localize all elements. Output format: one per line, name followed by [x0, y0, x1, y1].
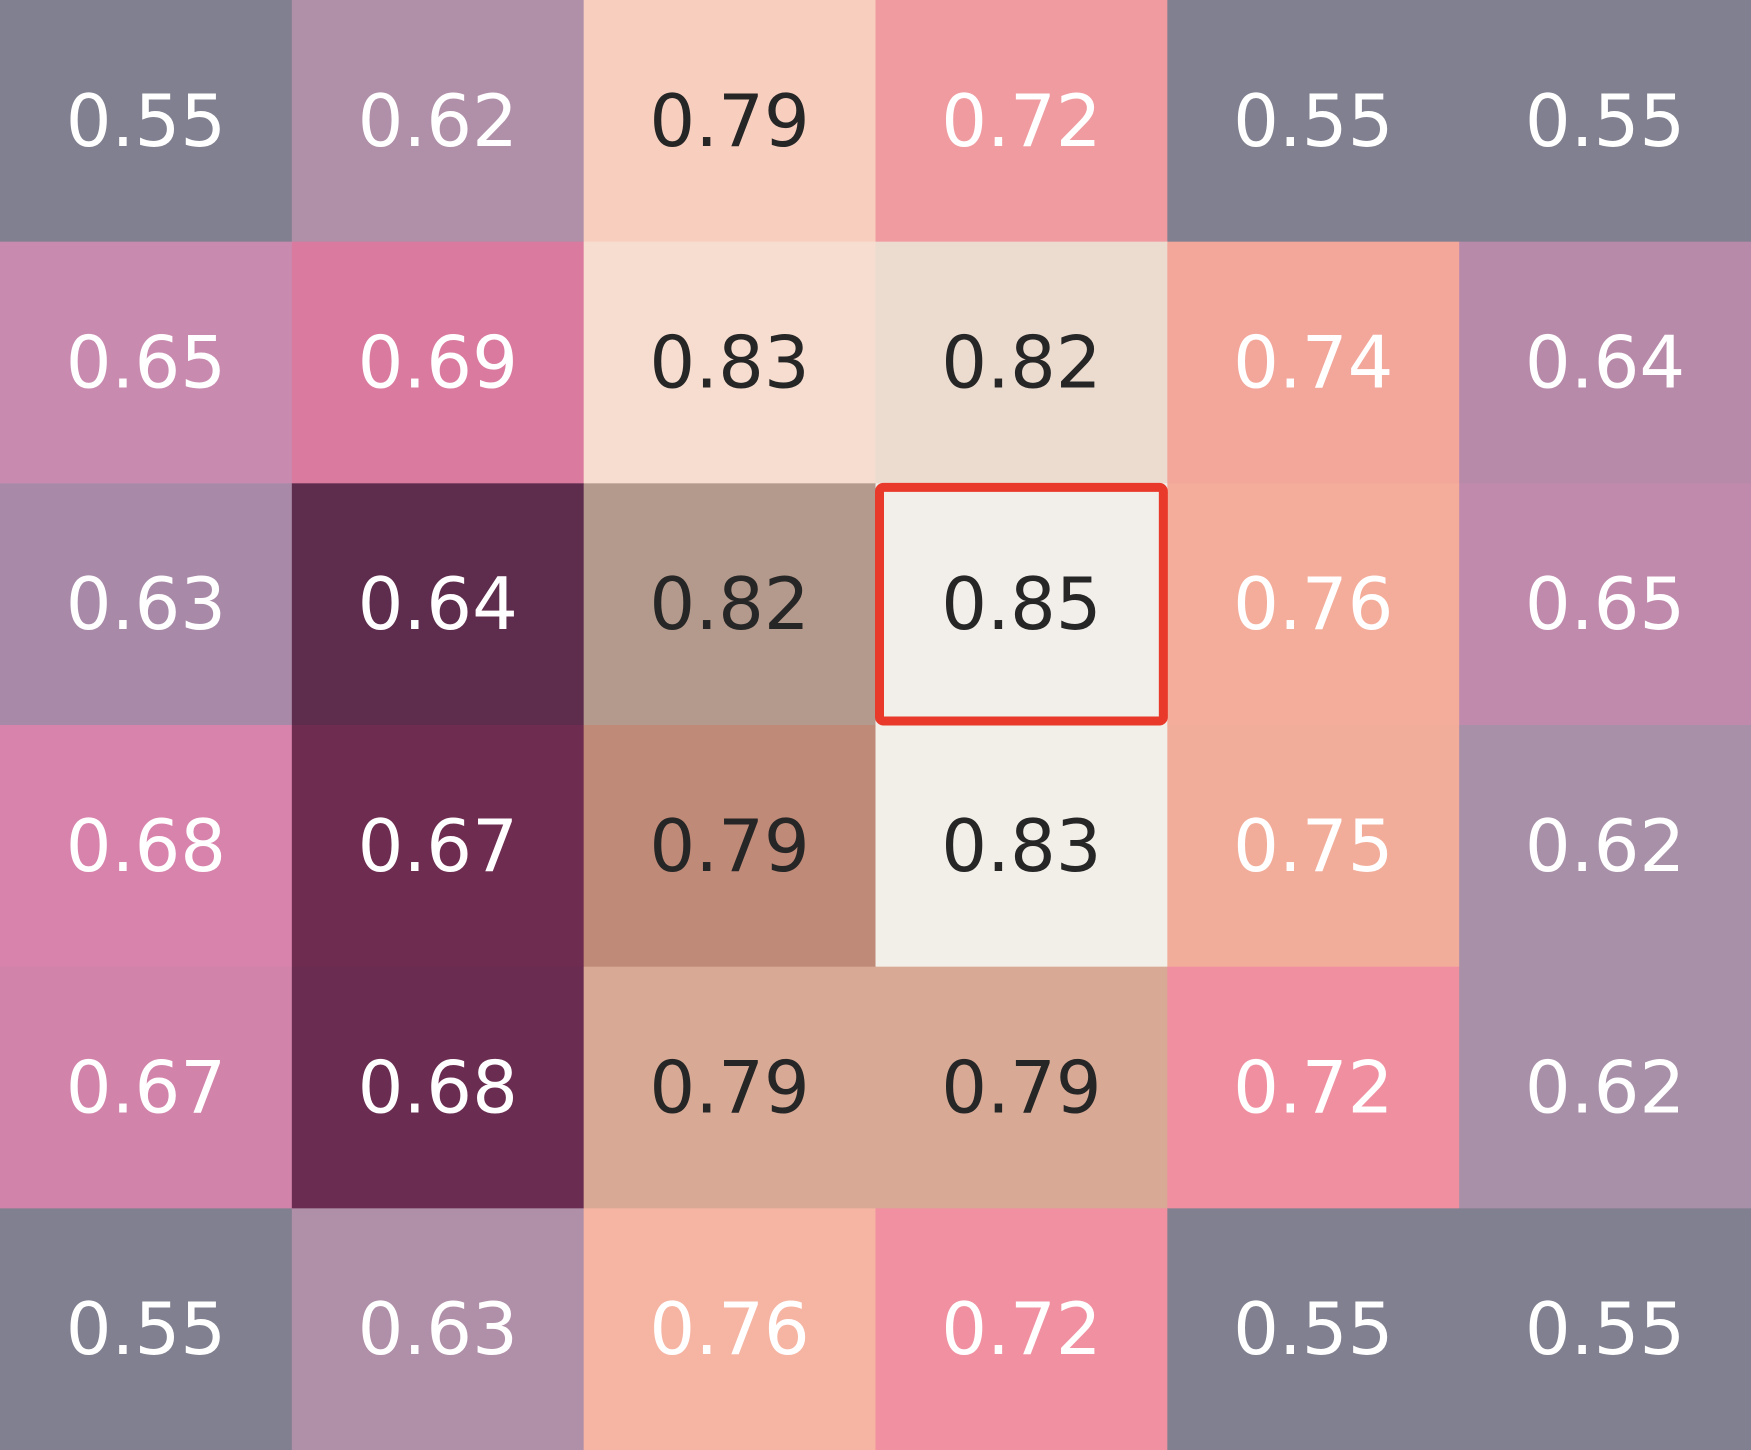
heatmap-cell-r1-c4	[1167, 241, 1460, 484]
heatmap-value-label-r2-c5: 0.65	[1525, 562, 1685, 646]
heatmap-cell-r1-c2	[583, 241, 876, 484]
heatmap-value-label-r4-c1: 0.68	[358, 1046, 518, 1130]
heatmap-cell-r5-c1	[291, 1208, 585, 1450]
heatmap-cell-r2-c2	[583, 483, 876, 726]
heatmap-cell-r0-c3	[875, 0, 1168, 243]
heatmap-cell-r4-c3	[875, 966, 1168, 1209]
heatmap-cell-r4-c5	[1459, 966, 1751, 1209]
heatmap-value-label-r1-c2: 0.83	[649, 321, 809, 405]
heatmap-value-label-r2-c3: 0.85	[941, 562, 1101, 646]
highlight-box	[875, 482, 1168, 726]
heatmap-value-label-r1-c4: 0.74	[1233, 321, 1393, 405]
heatmap-value-label-r0-c5: 0.55	[1525, 79, 1685, 163]
heatmap-value-label-r0-c0: 0.55	[66, 79, 226, 163]
heatmap-cell-r4-c4	[1167, 966, 1460, 1209]
heatmap-cell-r3-c5	[1459, 725, 1751, 968]
heatmap-value-label-r3-c1: 0.67	[358, 804, 518, 888]
heatmap-value-label-r4-c0: 0.67	[66, 1046, 226, 1130]
heatmap-cell-r2-c4	[1167, 483, 1460, 726]
heatmap-cell-r4-c1	[291, 966, 585, 1209]
heatmap-cell-r1-c1	[291, 241, 585, 484]
heatmap-cell-r1-c3	[875, 241, 1168, 484]
heatmap-value-label-r4-c3: 0.79	[941, 1046, 1101, 1130]
heatmap-value-label-r2-c4: 0.76	[1233, 562, 1393, 646]
heatmap-value-label-r0-c2: 0.79	[649, 79, 809, 163]
heatmap-value-label-r4-c4: 0.72	[1233, 1046, 1393, 1130]
heatmap-cell-r5-c4	[1167, 1208, 1460, 1450]
heatmap-value-label-r5-c2: 0.76	[649, 1287, 809, 1371]
heatmap-cell-r3-c3	[875, 725, 1168, 968]
heatmap-value-label-r1-c5: 0.64	[1525, 321, 1685, 405]
heatmap-cell-r4-c0	[0, 966, 293, 1209]
heatmap-value-label-r5-c4: 0.55	[1233, 1287, 1393, 1371]
heatmap-value-label-r5-c1: 0.63	[358, 1287, 518, 1371]
heatmap-cell-r5-c3	[875, 1208, 1168, 1450]
heatmap-cell-r1-c5	[1459, 241, 1751, 484]
heatmap-value-label-r0-c3: 0.72	[941, 79, 1101, 163]
heatmap-cell-r2-c0	[0, 483, 293, 726]
heatmap-cell-r4-c2	[583, 966, 876, 1209]
heatmap-value-label-r4-c5: 0.62	[1525, 1046, 1685, 1130]
heatmap-value-label-r0-c1: 0.62	[358, 79, 518, 163]
heatmap-cell-r0-c1	[291, 0, 585, 243]
heatmap-cell-r2-c5	[1459, 483, 1751, 726]
heatmap-value-label-r3-c5: 0.62	[1525, 804, 1685, 888]
heatmap-value-label-r4-c2: 0.79	[649, 1046, 809, 1130]
heatmap-cell-r5-c0	[0, 1208, 293, 1450]
heatmap-value-label-r3-c0: 0.68	[66, 804, 226, 888]
heatmap-value-label-r3-c4: 0.75	[1233, 804, 1393, 888]
heatmap-value-label-r1-c1: 0.69	[358, 321, 518, 405]
heatmap-cell-r0-c0	[0, 0, 293, 243]
heatmap-cell-r3-c1	[291, 725, 585, 968]
heatmap-labels: 0.55 0.62 0.79 0.72 0.55 0.55 0.65 0.69 0.83 0.82…	[66, 79, 1685, 1371]
heatmap-cell-r3-c4	[1167, 725, 1460, 968]
heatmap-value-label-r5-c3: 0.72	[941, 1287, 1101, 1371]
heatmap-value-label-r1-c3: 0.82	[941, 321, 1101, 405]
heatmap-cell-r0-c2	[583, 0, 876, 243]
heatmap-value-label-r3-c3: 0.83	[941, 804, 1101, 888]
heatmap-cell-r2-c3	[875, 483, 1168, 726]
heatmap-value-label-r2-c0: 0.63	[66, 562, 226, 646]
heatmap-value-label-r0-c4: 0.55	[1233, 79, 1393, 163]
heatmap-cell-r1-c0	[0, 241, 293, 484]
heatmap-cell-r0-c4	[1167, 0, 1460, 243]
heatmap-cell-r3-c2	[583, 725, 876, 968]
heatmap-cell-r0-c5	[1459, 0, 1751, 243]
heatmap-value-label-r2-c1: 0.64	[358, 562, 518, 646]
heatmap-value-label-r5-c5: 0.55	[1525, 1287, 1685, 1371]
heatmap-value-label-r3-c2: 0.79	[649, 804, 809, 888]
heatmap-value-label-r5-c0: 0.55	[66, 1287, 226, 1371]
heatmap-value-label-r1-c0: 0.65	[66, 321, 226, 405]
heatmap-cell-r5-c5	[1459, 1208, 1751, 1450]
heatmap-cell-r5-c2	[583, 1208, 876, 1450]
heatmap-cell-r2-c1	[291, 483, 585, 726]
heatmap-cell-r3-c0	[0, 725, 293, 968]
heatmap-value-label-r2-c2: 0.82	[649, 562, 809, 646]
